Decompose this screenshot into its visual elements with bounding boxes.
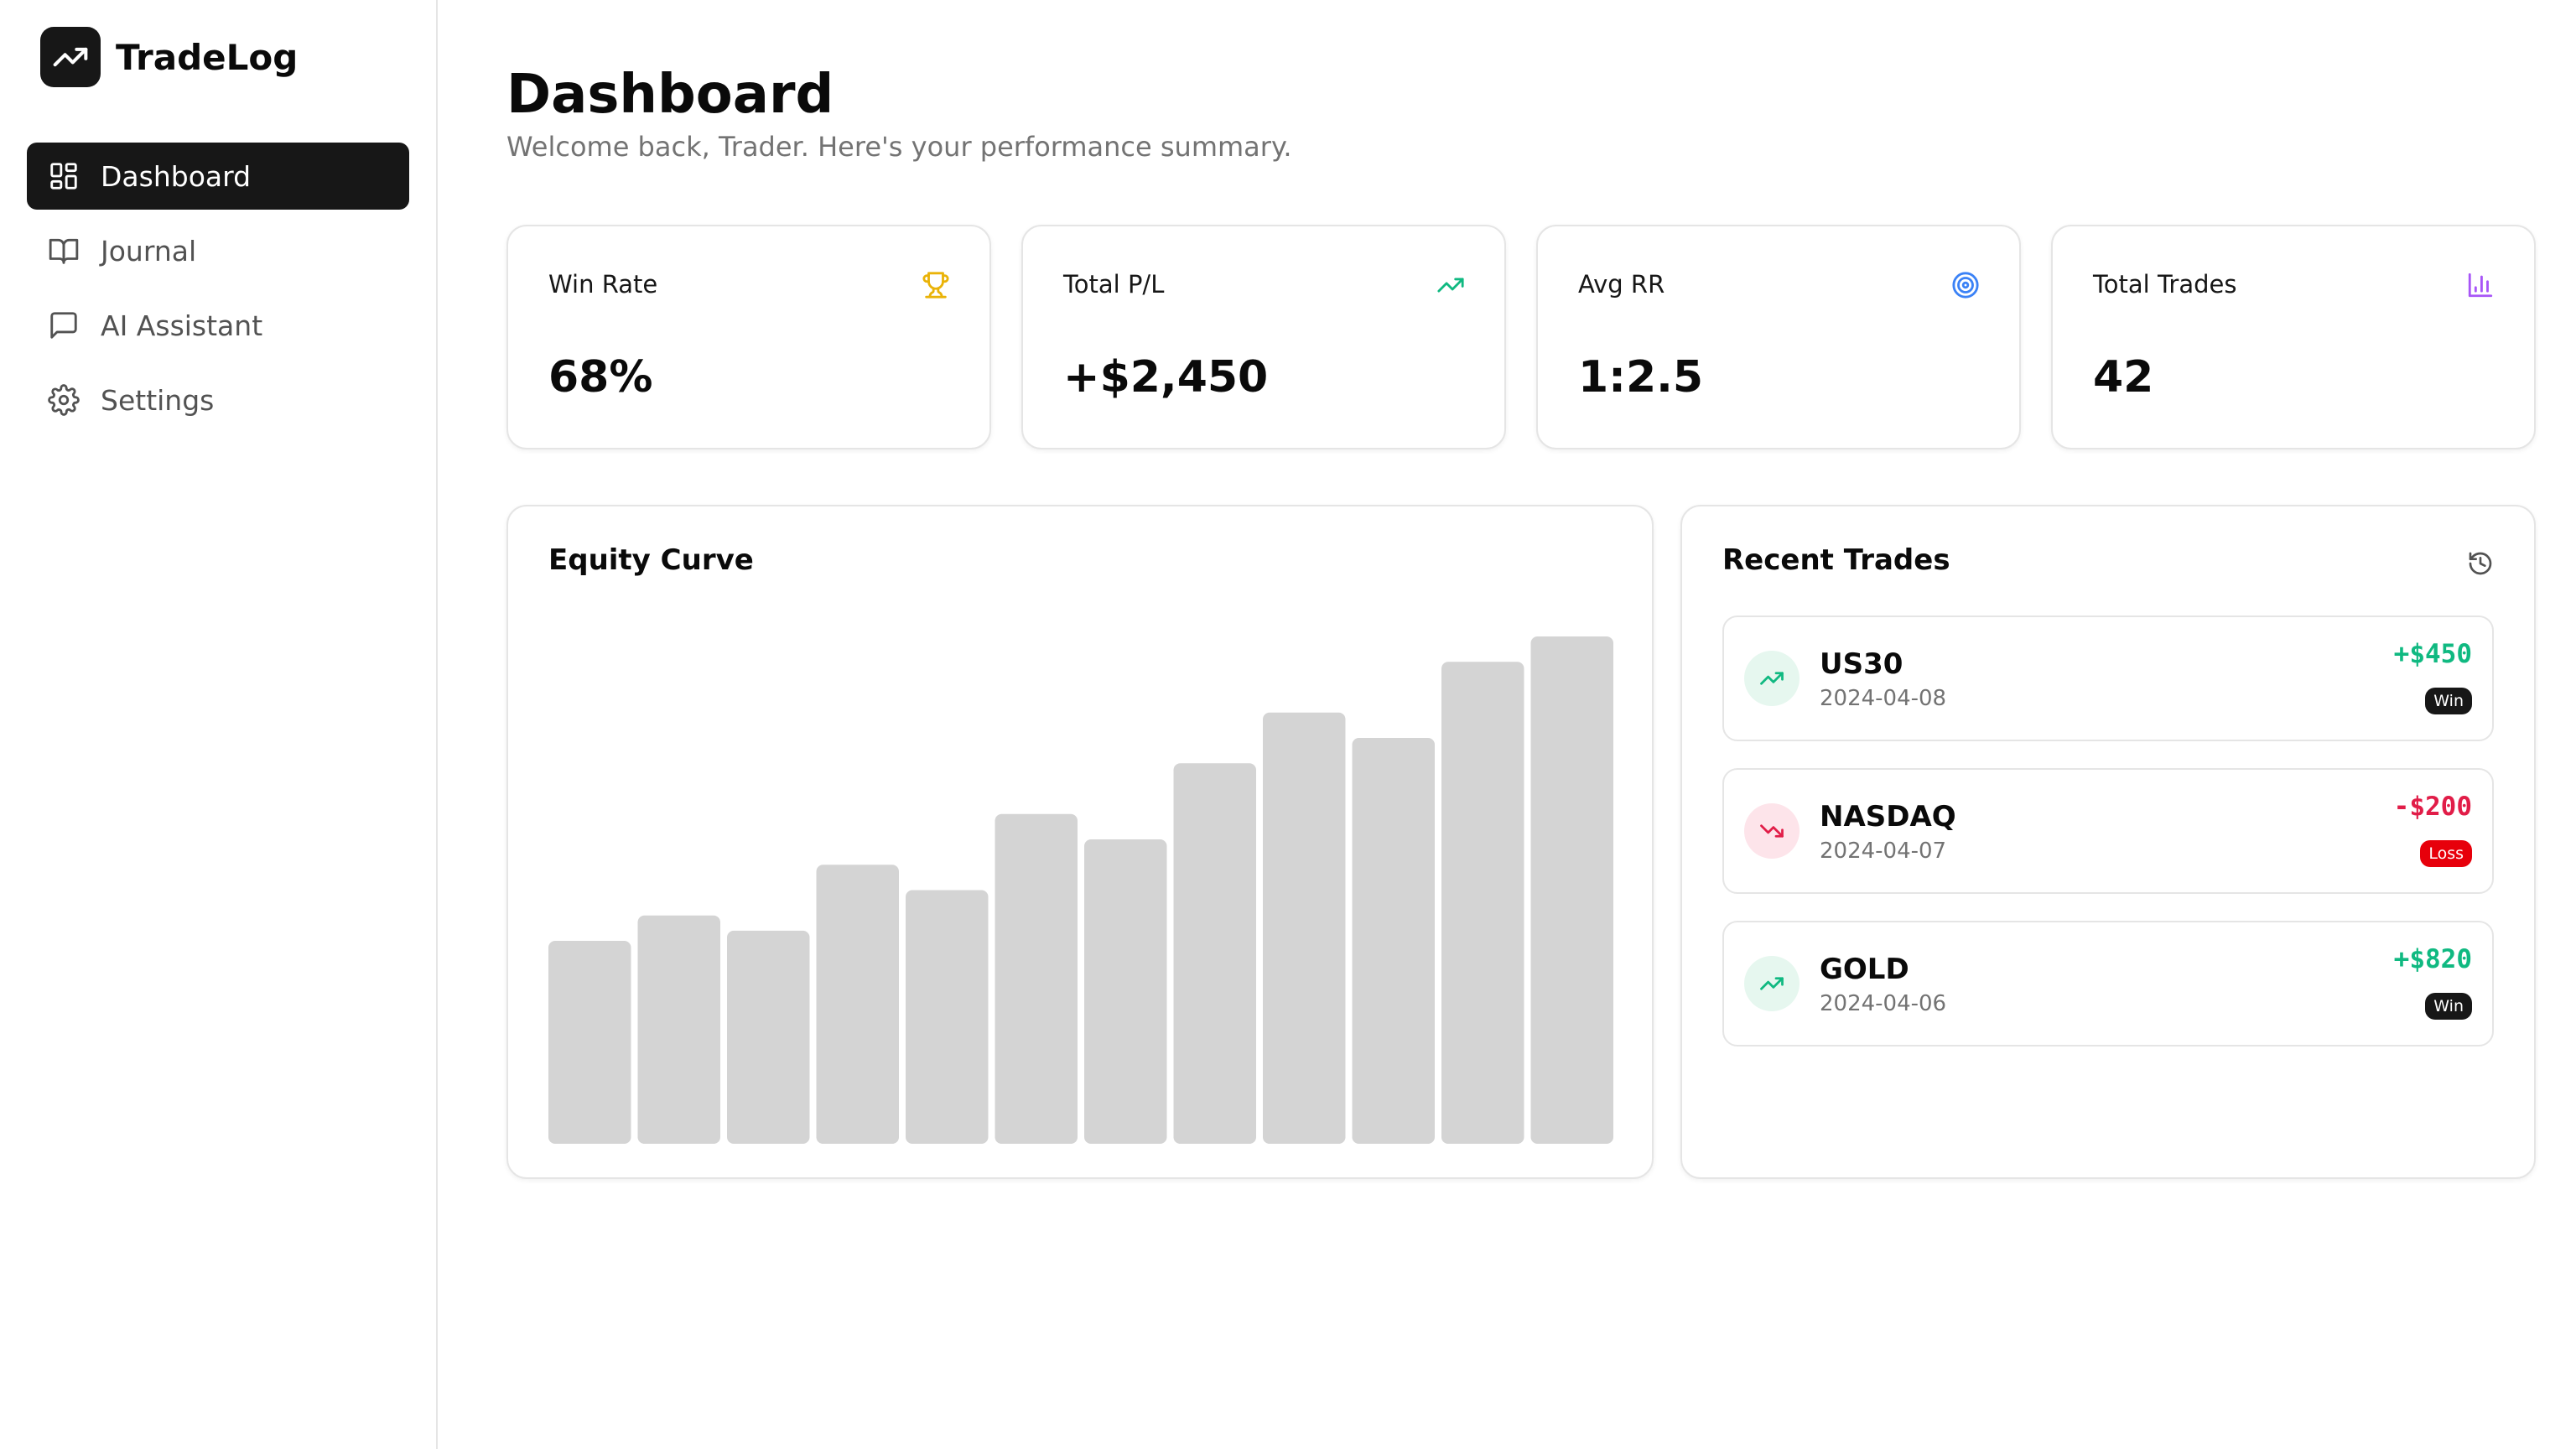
equity-bar <box>1084 839 1167 1144</box>
equity-bar <box>1173 763 1256 1144</box>
stat-value: 1:2.5 <box>1578 352 1704 402</box>
trade-date: 2024-04-06 <box>1820 991 1947 1016</box>
page-subtitle: Welcome back, Trader. Here's your perfor… <box>506 131 1292 163</box>
recent-trades-list: US30 2024-04-08 +$450 Win NASDAQ 2024-04… <box>1722 615 2494 1073</box>
app-name: TradeLog <box>116 36 299 78</box>
stat-label: Total Trades <box>2093 270 2237 299</box>
trade-date: 2024-04-07 <box>1820 839 1947 864</box>
equity-bar <box>727 930 810 1144</box>
equity-bar <box>1352 738 1435 1144</box>
trade-symbol: GOLD <box>1820 953 1909 986</box>
trade-row[interactable]: GOLD 2024-04-06 +$820 Win <box>1722 921 2494 1046</box>
history-icon[interactable] <box>2465 548 2496 579</box>
status-badge: Loss <box>2420 840 2472 867</box>
book-open-icon <box>47 234 80 267</box>
stat-value: 42 <box>2093 352 2154 402</box>
equity-bar <box>548 941 631 1144</box>
trade-date: 2024-04-08 <box>1820 686 1947 711</box>
trending-up-icon <box>1744 956 1800 1011</box>
sidebar-item-ai-assistant[interactable]: AI Assistant <box>27 292 409 359</box>
message-square-icon <box>47 309 80 342</box>
equity-bar <box>995 813 1078 1144</box>
brand[interactable]: TradeLog <box>40 27 298 87</box>
stat-card-win-rate: Win Rate 68% <box>506 225 991 449</box>
equity-bar <box>1441 662 1524 1144</box>
equity-chart <box>548 636 1613 1144</box>
layout-dashboard-icon <box>47 159 80 193</box>
sidebar: TradeLog Dashboard Journal AI Assistant … <box>0 0 438 1449</box>
stat-label: Total P/L <box>1063 270 1165 299</box>
trade-amount: +$820 <box>2393 944 2472 974</box>
trade-symbol: US30 <box>1820 647 1903 681</box>
sidebar-nav: Dashboard Journal AI Assistant Settings <box>27 143 409 441</box>
trade-row[interactable]: US30 2024-04-08 +$450 Win <box>1722 615 2494 741</box>
trending-up-icon <box>40 27 101 87</box>
stat-label: Win Rate <box>548 270 658 299</box>
equity-curve-card: Equity Curve <box>506 505 1654 1179</box>
trending-down-icon <box>1744 803 1800 859</box>
equity-bar <box>1263 712 1346 1144</box>
target-icon <box>1950 270 1981 300</box>
stat-label: Avg RR <box>1578 270 1665 299</box>
gear-icon <box>47 383 80 417</box>
stat-value: 68% <box>548 352 653 402</box>
recent-trades-title: Recent Trades <box>1722 543 1950 577</box>
stat-value: +$2,450 <box>1063 352 1269 402</box>
trade-amount: -$200 <box>2393 792 2472 822</box>
recent-trades-card: Recent Trades US30 2024-04-08 +$450 Win … <box>1680 505 2536 1179</box>
status-badge: Win <box>2425 688 2472 714</box>
sidebar-item-settings[interactable]: Settings <box>27 366 409 434</box>
sidebar-item-label: Settings <box>101 383 215 417</box>
trade-symbol: NASDAQ <box>1820 800 1956 834</box>
stat-card-total-pl: Total P/L +$2,450 <box>1021 225 1506 449</box>
sidebar-item-label: AI Assistant <box>101 309 263 342</box>
stat-card-avg-rr: Avg RR 1:2.5 <box>1536 225 2021 449</box>
trade-row[interactable]: NASDAQ 2024-04-07 -$200 Loss <box>1722 768 2494 894</box>
page-title: Dashboard <box>506 64 834 126</box>
status-badge: Win <box>2425 993 2472 1020</box>
equity-curve-title: Equity Curve <box>548 543 754 577</box>
trade-amount: +$450 <box>2393 639 2472 669</box>
trending-up-icon <box>1436 270 1466 300</box>
trophy-icon <box>921 270 951 300</box>
trending-up-icon <box>1744 651 1800 706</box>
stats-row: Win Rate 68% Total P/L +$2,450 Avg RR 1:… <box>506 225 2536 449</box>
sidebar-item-label: Dashboard <box>101 159 252 193</box>
sidebar-item-label: Journal <box>101 234 197 267</box>
equity-bar <box>816 865 899 1144</box>
sidebar-item-dashboard[interactable]: Dashboard <box>27 143 409 210</box>
equity-bar <box>637 915 720 1144</box>
equity-bar <box>906 890 989 1144</box>
equity-bar <box>1530 636 1613 1144</box>
sidebar-item-journal[interactable]: Journal <box>27 217 409 284</box>
bar-chart-icon <box>2465 270 2496 300</box>
stat-card-total-trades: Total Trades 42 <box>2051 225 2536 449</box>
